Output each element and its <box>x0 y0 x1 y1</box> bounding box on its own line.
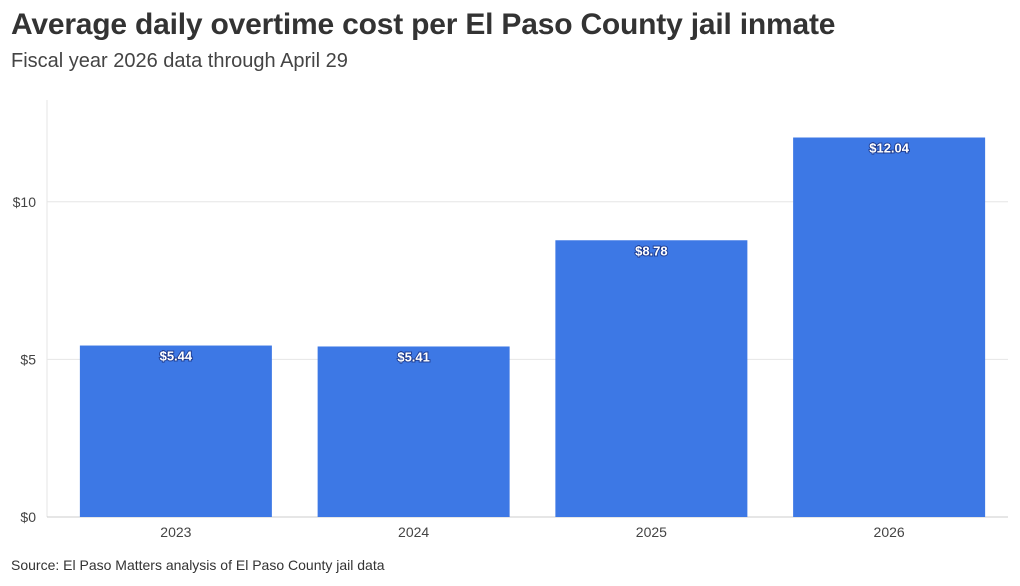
source-note: Source: El Paso Matters analysis of El P… <box>11 557 385 573</box>
x-tick-label: 2025 <box>636 524 667 540</box>
bar-value-label: $5.41 <box>397 349 430 364</box>
bar <box>79 345 272 517</box>
x-tick-label: 2023 <box>160 524 191 540</box>
bar-value-label: $5.44 <box>160 349 193 364</box>
chart-subtitle: Fiscal year 2026 data through April 29 <box>11 50 348 72</box>
bar-value-label: $8.78 <box>635 243 668 258</box>
y-tick-label: $0 <box>20 509 36 525</box>
bar <box>793 137 986 517</box>
y-tick-label: $5 <box>20 351 36 367</box>
bar <box>317 346 510 517</box>
x-axis: 2023 2024 2025 2026 <box>160 524 905 540</box>
x-tick-label: 2024 <box>398 524 429 540</box>
bar-value-label: $12.04 <box>869 141 910 156</box>
y-axis: $0 $5 $10 <box>13 194 37 525</box>
y-tick-label: $10 <box>13 194 37 210</box>
bar <box>555 240 748 517</box>
x-tick-label: 2026 <box>874 524 905 540</box>
chart-title: Average daily overtime cost per El Paso … <box>11 8 836 41</box>
bars: $5.44 $5.41 $8.78 $12.04 <box>79 137 986 517</box>
